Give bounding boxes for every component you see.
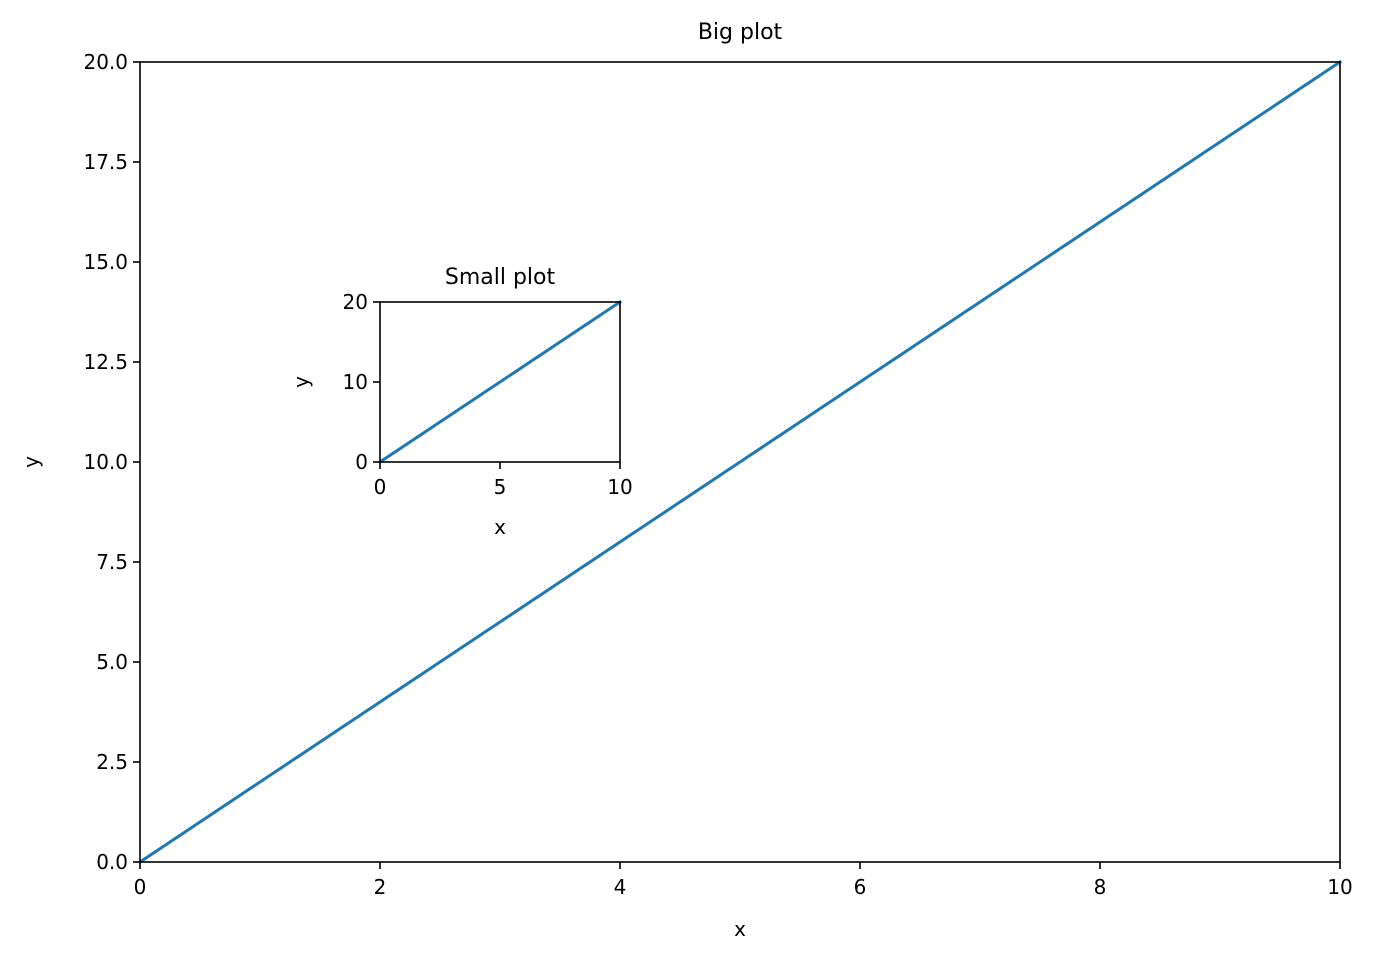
main-chart-title: Big plot	[698, 20, 783, 45]
main-x-tick-label: 8	[1094, 875, 1107, 899]
inset-y-tick-label: 20	[343, 290, 368, 314]
main-series-line-0	[137, 59, 1343, 865]
main-y-tick-label: 12.5	[83, 350, 128, 374]
main-x-tick-label: 2	[374, 875, 387, 899]
main-y-tick-label: 20.0	[83, 50, 128, 74]
main-x-axis-label: x	[734, 917, 746, 941]
main-plot: 0 2 4 6 8 10 0.0 2.5 5.0 7.5 10.0 12.5 15.0 17.5 20.0 B…	[19, 20, 1353, 941]
inset-y-axis-label: y	[289, 376, 313, 388]
main-x-tick-label: 0	[134, 875, 147, 899]
main-y-tick-label: 17.5	[83, 150, 128, 174]
inset-x-axis-label: x	[494, 515, 506, 539]
main-y-tick-label: 10.0	[83, 450, 128, 474]
main-y-tick-label: 0.0	[96, 850, 128, 874]
main-y-tick-label: 5.0	[96, 650, 128, 674]
main-y-tick-label: 2.5	[96, 750, 128, 774]
main-y-axis-label: y	[19, 456, 43, 468]
inset-series-line-0	[377, 299, 623, 465]
main-x-tick-label: 10	[1327, 875, 1352, 899]
main-y-tick-label: 15.0	[83, 250, 128, 274]
main-y-tick-label: 7.5	[96, 550, 128, 574]
inset-y-tick-label: 0	[355, 450, 368, 474]
inset-y-tick-label: 10	[343, 370, 368, 394]
main-x-tick-label: 6	[854, 875, 867, 899]
inset-chart-title: Small plot	[445, 265, 556, 290]
inset-x-tick-label: 0	[374, 475, 387, 499]
inset-x-tick-label: 5	[494, 475, 507, 499]
inset-plot: 0 5 10 0 10 20 Small plot x y	[289, 265, 633, 539]
main-x-tick-label: 4	[614, 875, 627, 899]
inset-x-tick-label: 10	[607, 475, 632, 499]
